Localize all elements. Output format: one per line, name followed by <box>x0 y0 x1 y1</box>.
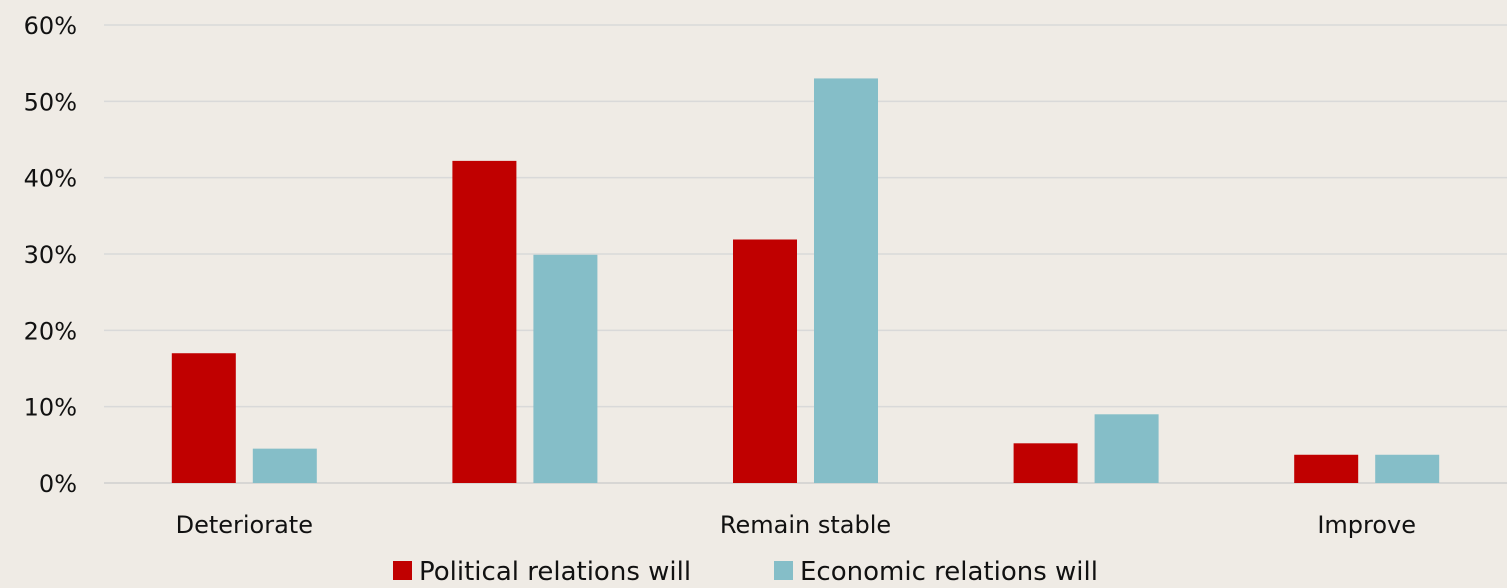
legend-label: Economic relations will <box>800 557 1098 584</box>
legend-swatch-political <box>393 561 412 580</box>
legend-label: Political relations will <box>419 557 691 584</box>
bar-political <box>1013 443 1078 483</box>
bar-economic <box>1094 414 1159 483</box>
bar-political <box>733 239 797 483</box>
bar-economic <box>533 254 598 483</box>
y-tick-label: 10% <box>24 394 77 422</box>
x-category-label: Remain stable <box>720 511 891 539</box>
bar-economic <box>814 78 878 483</box>
bar-political <box>452 160 517 483</box>
legend-swatch-economic <box>774 561 793 580</box>
bar-economic <box>1375 454 1440 483</box>
y-tick-label: 60% <box>24 12 77 40</box>
bar-economic <box>252 448 317 483</box>
bar-political <box>171 353 236 483</box>
y-tick-label: 50% <box>24 88 77 116</box>
x-category-label: Improve <box>1317 511 1416 539</box>
bar-political <box>1294 454 1359 483</box>
y-tick-label: 0% <box>39 470 77 498</box>
y-tick-label: 20% <box>24 317 77 345</box>
x-category-label: Deteriorate <box>176 511 313 539</box>
y-tick-label: 40% <box>24 165 77 193</box>
y-tick-label: 30% <box>24 241 77 269</box>
